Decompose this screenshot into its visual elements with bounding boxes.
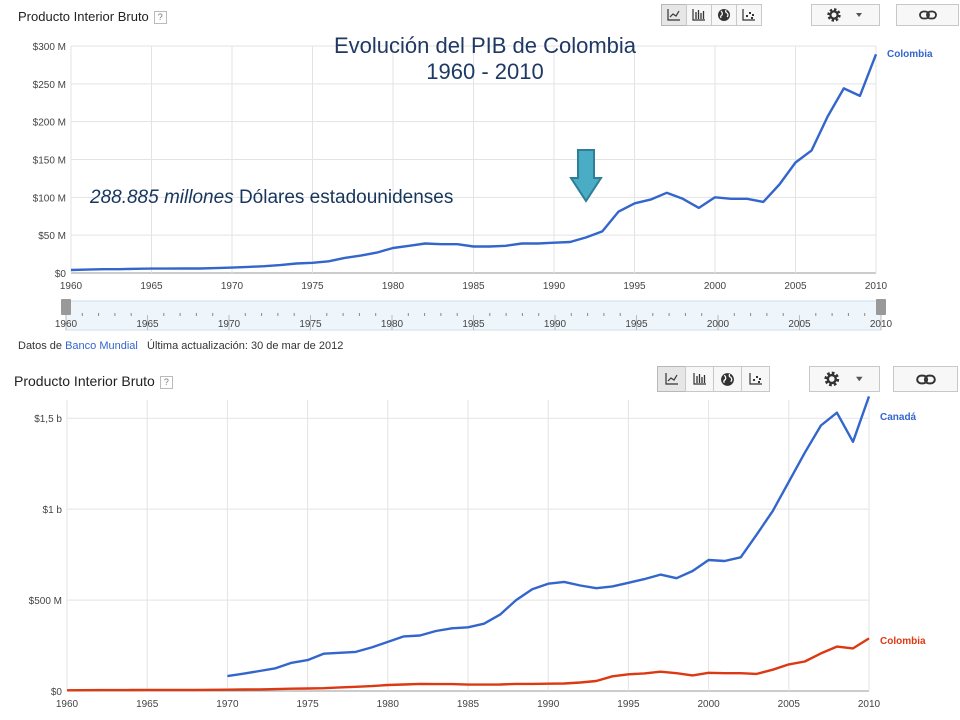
legend-label: Canadá bbox=[880, 412, 917, 423]
y-tick-label: $150 M bbox=[33, 156, 66, 167]
gdp-annotation: 288.885 millones Dólares estadounidenses bbox=[90, 187, 453, 209]
gdp-colombia-chart: $0 $50 M $100 M $150 M $200 M $250 M $300 M 196… bbox=[33, 42, 933, 331]
panel2-link-button[interactable] bbox=[893, 366, 958, 392]
globe-icon[interactable] bbox=[713, 366, 742, 392]
gear-icon bbox=[826, 8, 862, 22]
x-tick-label: 1985 bbox=[457, 699, 480, 710]
range-tick-label: 1965 bbox=[136, 319, 159, 330]
range-tick-label: 1960 bbox=[55, 319, 78, 330]
footer-updated: Última actualización: 30 de mar de 2012 bbox=[147, 340, 344, 352]
chart-title-line1: Evolución del PIB de Colombia bbox=[333, 33, 637, 58]
range-tick-label: 1975 bbox=[299, 319, 322, 330]
range-tick-label: 1995 bbox=[625, 319, 648, 330]
y-tick-label: $250 M bbox=[33, 80, 66, 91]
panel2-settings-button[interactable] bbox=[809, 366, 880, 392]
link-icon bbox=[918, 10, 937, 20]
x-tick-label: 1980 bbox=[382, 281, 405, 292]
globe-icon[interactable] bbox=[711, 4, 737, 26]
x-tick-label: 1975 bbox=[296, 699, 319, 710]
series-line bbox=[70, 53, 878, 272]
range-tick-label: 1985 bbox=[462, 319, 485, 330]
series-line bbox=[66, 637, 870, 692]
x-tick-label: 1975 bbox=[301, 281, 324, 292]
x-tick-label: 1995 bbox=[623, 281, 646, 292]
legend-label: Colombia bbox=[880, 636, 926, 647]
x-tick-label: 2010 bbox=[858, 699, 881, 710]
x-tick-label: 1960 bbox=[60, 281, 83, 292]
range-tick-label: 2010 bbox=[870, 319, 893, 330]
scatter-chart-icon[interactable] bbox=[741, 366, 770, 392]
gdp-canada-colombia-chart: $0 $500 M $1 b $1,5 b 1960 1965 1970 1975 1980 19… bbox=[29, 396, 926, 710]
y-tick-label: $1 b bbox=[43, 505, 63, 516]
gear-icon bbox=[823, 371, 863, 387]
x-tick-label: 1995 bbox=[617, 699, 640, 710]
range-handle-left bbox=[61, 299, 71, 315]
x-tick-label: 2005 bbox=[778, 699, 801, 710]
footer-source-link[interactable]: Banco Mundial bbox=[65, 340, 138, 352]
range-tick-label: 2005 bbox=[788, 319, 811, 330]
panel2-help-icon[interactable]: ? bbox=[159, 376, 173, 389]
x-tick-label: 2000 bbox=[704, 281, 727, 292]
panel1-header: Producto Interior Bruto? bbox=[18, 9, 167, 24]
x-tick-label: 1960 bbox=[56, 699, 79, 710]
bar-chart-icon[interactable] bbox=[686, 4, 712, 26]
scatter-chart-icon[interactable] bbox=[736, 4, 762, 26]
panel2-header: Producto Interior Bruto? bbox=[14, 373, 173, 389]
footer-prefix: Datos de bbox=[18, 340, 63, 352]
annotation-unit: Dólares estadounidenses bbox=[238, 187, 454, 208]
chart-title-line2: 1960 - 2010 bbox=[426, 59, 544, 84]
x-tick-label: 1965 bbox=[136, 699, 159, 710]
x-tick-label: 1970 bbox=[221, 281, 244, 292]
panel1-link-button[interactable] bbox=[896, 4, 959, 26]
y-tick-label: $1,5 b bbox=[34, 414, 62, 425]
series-line bbox=[227, 396, 871, 678]
x-tick-label: 1965 bbox=[140, 281, 163, 292]
chart-title: Evolución del PIB de Colombia 1960 - 201… bbox=[250, 33, 720, 85]
y-tick-label: $100 M bbox=[33, 193, 66, 204]
panel1-help-icon[interactable]: ? bbox=[153, 11, 167, 24]
x-tick-label: 2005 bbox=[784, 281, 807, 292]
x-tick-label: 2010 bbox=[865, 281, 888, 292]
y-tick-label: $500 M bbox=[29, 596, 62, 607]
x-tick-label: 1985 bbox=[462, 281, 485, 292]
x-tick-label: 1970 bbox=[216, 699, 239, 710]
panel1-header-title: Producto Interior Bruto bbox=[18, 9, 149, 24]
x-tick-label: 1990 bbox=[537, 699, 560, 710]
y-tick-label: $0 bbox=[51, 687, 63, 698]
y-tick-label: $0 bbox=[55, 269, 67, 280]
range-tick-label: 2000 bbox=[707, 319, 730, 330]
x-tick-label: 2000 bbox=[697, 699, 720, 710]
range-tick-label: 1980 bbox=[381, 319, 404, 330]
range-tick-label: 1970 bbox=[218, 319, 241, 330]
link-icon bbox=[915, 374, 936, 384]
x-tick-label: 1980 bbox=[377, 699, 400, 710]
panel1-chart-type-toolbar bbox=[661, 4, 762, 26]
legend-label: Colombia bbox=[887, 49, 933, 60]
y-tick-label: $200 M bbox=[33, 118, 66, 129]
x-tick-label: 1990 bbox=[543, 281, 566, 292]
y-tick-label: $50 M bbox=[38, 231, 66, 242]
annotation-value: 288.885 millones bbox=[90, 187, 234, 208]
panel1-footer: Datos de Banco Mundial Última actualizac… bbox=[18, 340, 343, 352]
range-tick-label: 1990 bbox=[544, 319, 567, 330]
down-arrow-icon bbox=[569, 149, 603, 203]
panel2-chart-type-toolbar bbox=[657, 366, 770, 392]
panel1-settings-button[interactable] bbox=[811, 4, 880, 26]
panel2-header-title: Producto Interior Bruto bbox=[14, 373, 155, 389]
y-tick-label: $300 M bbox=[33, 42, 66, 53]
range-handle-right bbox=[876, 299, 886, 315]
